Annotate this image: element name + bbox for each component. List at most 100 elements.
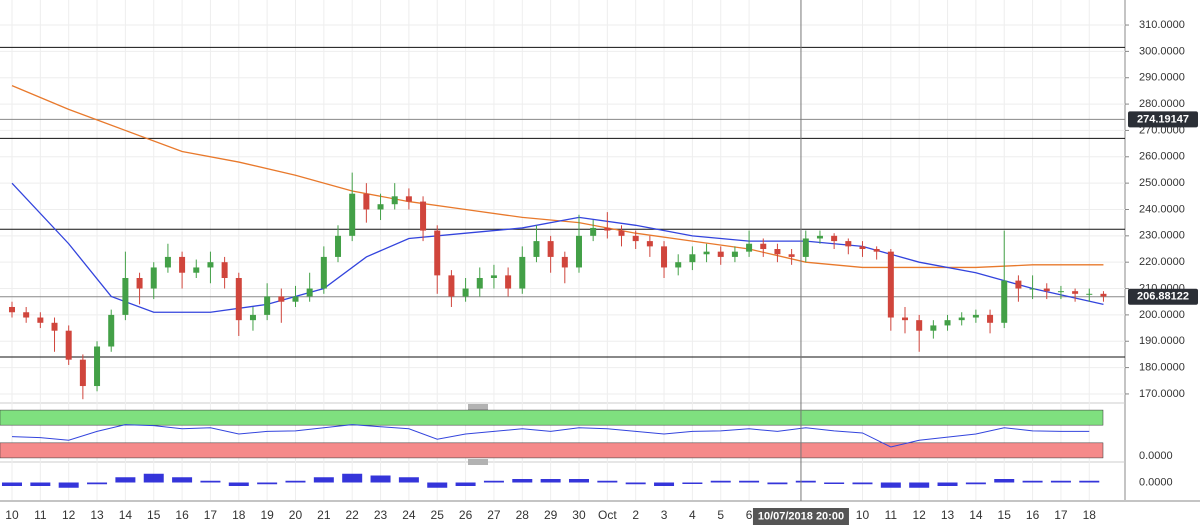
candle-body bbox=[831, 235, 838, 242]
candle-body bbox=[1029, 288, 1036, 290]
candle-body bbox=[249, 314, 256, 321]
candle-body bbox=[37, 317, 44, 323]
candle-body bbox=[51, 322, 58, 331]
candle-body bbox=[306, 288, 313, 297]
candle-body bbox=[774, 249, 781, 255]
resize-handle[interactable] bbox=[468, 459, 488, 465]
moving-average bbox=[11, 182, 1104, 313]
x-tick-label: 21 bbox=[317, 508, 331, 522]
histogram-bar bbox=[682, 482, 703, 484]
histogram-bar bbox=[880, 482, 901, 488]
candle-body bbox=[490, 275, 497, 278]
x-tick-label: 13 bbox=[941, 508, 955, 522]
x-tick-label: 22 bbox=[346, 508, 360, 522]
crosshair-tag bbox=[752, 508, 849, 525]
price-tag bbox=[1128, 111, 1198, 128]
x-tick-label: Oct bbox=[598, 508, 617, 522]
candle-body bbox=[150, 267, 157, 289]
candle-body bbox=[902, 317, 909, 321]
candle-body bbox=[1100, 293, 1107, 297]
candle-body bbox=[335, 235, 342, 257]
candle-body bbox=[760, 243, 767, 250]
y-tick-label: 250.0000 bbox=[1139, 177, 1185, 189]
x-tick-label: 14 bbox=[969, 508, 983, 522]
candle-body bbox=[1072, 291, 1079, 294]
x-tick-label: 19 bbox=[260, 508, 274, 522]
histogram-bar bbox=[115, 477, 136, 483]
histogram-bar bbox=[767, 482, 788, 485]
y-tick-label: 170.0000 bbox=[1139, 388, 1185, 400]
x-tick-label: 11 bbox=[34, 508, 47, 522]
histogram-bar bbox=[824, 482, 845, 484]
price-tag-label: 206.88122 bbox=[1137, 291, 1189, 303]
histogram-bar bbox=[313, 477, 334, 483]
x-tick-label: 4 bbox=[689, 508, 696, 522]
x-tick-label: 13 bbox=[90, 508, 104, 522]
x-tick-label: 16 bbox=[175, 508, 189, 522]
x-tick-label: 24 bbox=[402, 508, 416, 522]
histogram-bar bbox=[58, 482, 79, 488]
candle-body bbox=[604, 227, 611, 231]
candle-body bbox=[1015, 280, 1022, 289]
candle-body bbox=[618, 230, 625, 236]
candle-body bbox=[561, 256, 568, 268]
candle-body bbox=[788, 254, 795, 257]
candle-body bbox=[377, 204, 384, 210]
candle-body bbox=[405, 196, 412, 202]
histogram-bar bbox=[257, 482, 278, 485]
candle-body bbox=[462, 288, 469, 297]
candle-body bbox=[731, 251, 738, 257]
candle-body bbox=[363, 193, 370, 210]
histogram-bar bbox=[200, 480, 221, 483]
overbought-band bbox=[0, 409, 1104, 426]
moving-average bbox=[11, 85, 1104, 269]
y-tick-label: 180.0000 bbox=[1139, 361, 1185, 373]
histogram-bar bbox=[625, 482, 646, 485]
y-tick-label: 280.0000 bbox=[1139, 98, 1185, 110]
histogram-bar bbox=[512, 479, 533, 483]
histogram-bar bbox=[455, 482, 476, 486]
candle-body bbox=[746, 243, 753, 252]
candle-body bbox=[873, 249, 880, 252]
candle-body bbox=[816, 235, 823, 239]
x-tick-label: 12 bbox=[62, 508, 76, 522]
candle-body bbox=[320, 256, 327, 289]
x-tick-label: 23 bbox=[374, 508, 388, 522]
resize-handle[interactable] bbox=[468, 404, 488, 410]
candle-body bbox=[1086, 293, 1093, 295]
candle-body bbox=[661, 246, 668, 268]
x-tick-label: 14 bbox=[119, 508, 133, 522]
oversold-band bbox=[0, 442, 1104, 459]
candle-body bbox=[887, 251, 894, 318]
candle-body bbox=[519, 256, 526, 289]
candle-body bbox=[958, 317, 965, 321]
candle-body bbox=[916, 320, 923, 331]
x-tick-label: 28 bbox=[516, 508, 530, 522]
candle-body bbox=[1057, 291, 1064, 293]
candle-body bbox=[235, 277, 242, 321]
candle-body bbox=[859, 246, 866, 250]
x-tick-label: 6 bbox=[746, 508, 753, 522]
y-tick-label: 310.0000 bbox=[1139, 19, 1185, 31]
candle-body bbox=[79, 359, 86, 387]
y-tick-label: 190.0000 bbox=[1139, 335, 1185, 347]
x-tick-label: 17 bbox=[1054, 508, 1068, 522]
histogram-bar bbox=[1050, 480, 1071, 483]
candle-body bbox=[292, 296, 299, 302]
histogram-bar bbox=[654, 482, 675, 486]
y-tick-label: 0.0000 bbox=[1139, 476, 1173, 488]
x-tick-label: 3 bbox=[661, 508, 668, 522]
price-tag bbox=[1128, 288, 1198, 305]
candle-body bbox=[349, 193, 356, 236]
x-tick-label: 20 bbox=[289, 508, 303, 522]
candle-body bbox=[944, 320, 951, 326]
candle-body bbox=[675, 262, 682, 268]
candle-body bbox=[533, 241, 540, 257]
histogram-bar bbox=[228, 482, 249, 486]
candle-body bbox=[179, 256, 186, 273]
y-tick-label: 230.0000 bbox=[1139, 230, 1185, 242]
candle-body bbox=[505, 275, 512, 289]
candle-body bbox=[8, 306, 15, 313]
histogram-bar bbox=[540, 479, 561, 483]
